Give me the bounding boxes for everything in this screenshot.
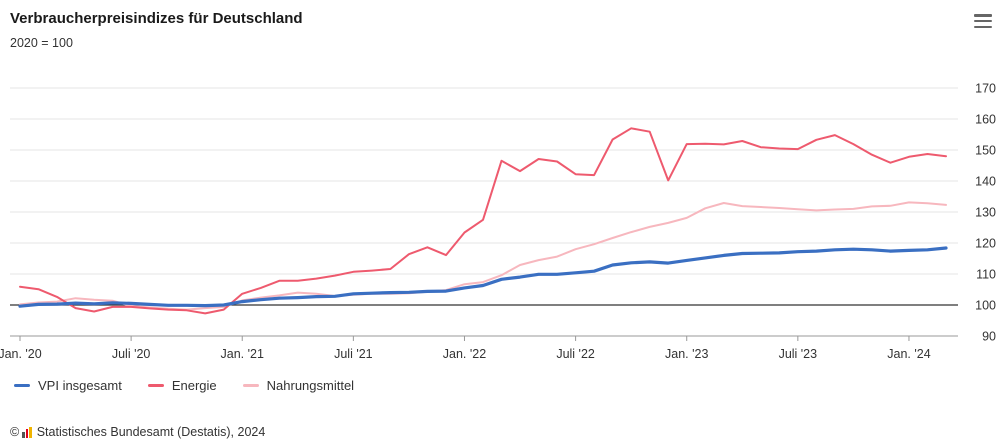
series-line-vpi[interactable] (18, 246, 948, 308)
x-tick-label: Juli '23 (779, 347, 818, 361)
y-tick-label: 170 (975, 82, 996, 96)
chart-title: Verbraucherpreisindizes für Deutschland (10, 10, 303, 27)
source-text: Statistisches Bundesamt (Destatis), 2024 (36, 425, 266, 439)
legend-item-nahrungsmittel[interactable]: Nahrungsmittel (242, 378, 355, 393)
x-tick-label: Juli '20 (112, 347, 151, 361)
y-axis-tick-labels: 90 100 110 120 130 140 150 160 170 (975, 82, 996, 344)
x-tick-label: Jan. '23 (665, 347, 708, 361)
legend-label-nahrungsmittel: Nahrungsmittel (266, 378, 355, 393)
legend-item-vpi[interactable]: VPI insgesamt (14, 378, 122, 393)
chart-subtitle: 2020 = 100 (10, 36, 73, 50)
y-tick-label: 130 (975, 206, 996, 220)
line-chart: 90 100 110 120 130 140 150 160 170 Jan. '20 Juli … (0, 82, 996, 362)
y-tick-label: 120 (975, 237, 996, 251)
series-lines (18, 127, 948, 315)
x-axis-ticks: Jan. '20 Juli '20 Jan. '21 Juli '21 Jan. '22… (0, 336, 931, 361)
y-tick-label: 160 (975, 113, 996, 127)
y-tick-label: 90 (982, 330, 996, 344)
x-tick-label: Juli '22 (556, 347, 595, 361)
legend-swatch-nahrungsmittel (242, 384, 259, 387)
legend-label-vpi: VPI insgesamt (38, 378, 122, 393)
y-tick-label: 140 (975, 175, 996, 189)
legend: VPI insgesamt Energie Nahrungsmittel (14, 378, 354, 393)
legend-swatch-energie (147, 384, 164, 387)
source-note: © Statistisches Bundesamt (Destatis), 20… (10, 425, 265, 439)
x-tick-label: Juli '21 (334, 347, 373, 361)
legend-label-energie: Energie (171, 378, 217, 393)
y-tick-label: 100 (975, 299, 996, 313)
hamburger-menu-icon[interactable] (974, 14, 992, 30)
series-line-energie[interactable] (19, 127, 947, 315)
x-tick-label: Jan. '21 (221, 347, 264, 361)
copyright-symbol: © (10, 425, 20, 439)
y-tick-label: 150 (975, 144, 996, 158)
x-tick-label: Jan. '24 (887, 347, 930, 361)
legend-swatch-vpi (14, 384, 30, 387)
grid-lines (10, 87, 958, 275)
y-tick-label: 110 (976, 268, 996, 282)
x-tick-label: Jan. '20 (0, 347, 42, 361)
destatis-logo-icon (22, 426, 32, 438)
legend-item-energie[interactable]: Energie (147, 378, 217, 393)
x-tick-label: Jan. '22 (443, 347, 486, 361)
